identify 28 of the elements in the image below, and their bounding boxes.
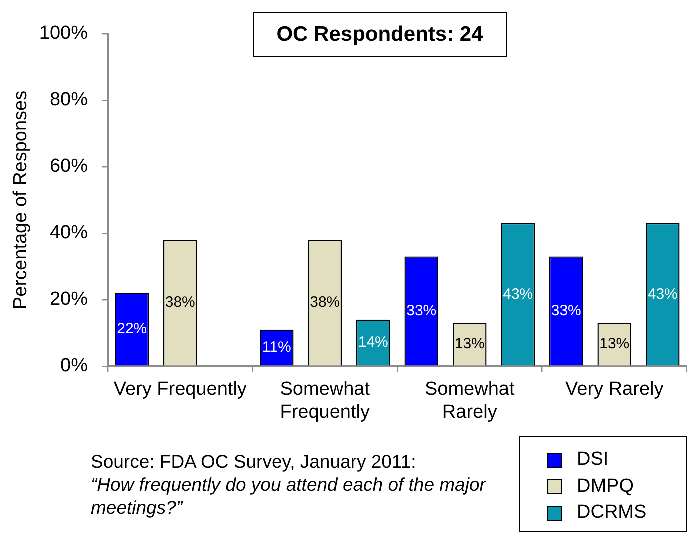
data-label: 38%: [310, 294, 340, 312]
y-tick-label: 100%: [39, 23, 88, 44]
legend-label: DSI: [577, 449, 609, 472]
legend-label: DMPQ: [577, 476, 634, 498]
x-tick-label: Very Frequently: [114, 379, 248, 400]
y-tick-label: 40%: [50, 222, 88, 244]
source-note: Source: FDA OC Survey, January 2011:: [91, 450, 418, 473]
data-label: 43%: [648, 286, 678, 303]
y-tick-label: 60%: [50, 156, 88, 178]
x-tick-label: Somewhat Rarely: [424, 379, 516, 423]
chart-title: OC Respondents: 24: [253, 12, 507, 57]
y-axis-title: Percentage of Responses: [10, 90, 32, 310]
y-tick-label: 20%: [50, 289, 88, 310]
data-label: 22%: [117, 320, 148, 338]
data-label: 13%: [600, 336, 630, 353]
data-label: 33%: [551, 302, 582, 320]
legend-label: DCRMS: [577, 502, 647, 524]
x-tick-label: Very Rarely: [566, 379, 664, 400]
x-tick-label: Somewhat Frequently: [280, 379, 371, 423]
data-label: 33%: [406, 302, 437, 320]
data-label: 43%: [503, 286, 534, 303]
y-tick-label: 0%: [60, 356, 88, 377]
data-label: 38%: [165, 294, 196, 312]
text: “How frequently do you attend each of the major meetings?”: [91, 473, 488, 519]
data-label: 14%: [358, 334, 388, 351]
y-tick-label: 80%: [50, 90, 88, 111]
data-label: 11%: [262, 338, 292, 356]
data-label: 13%: [454, 336, 485, 353]
